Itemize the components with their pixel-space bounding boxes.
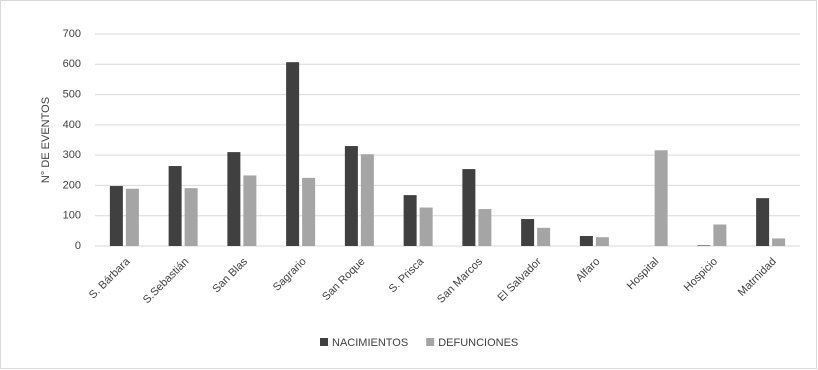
bar (168, 166, 182, 246)
y-tick-label: 600 (63, 58, 81, 70)
y-tick-label: 0 (75, 240, 81, 252)
y-axis-title: N° DE EVENTOS (40, 97, 52, 183)
bar (595, 237, 609, 246)
bar (302, 177, 316, 246)
legend-label: DEFUNCIONES (438, 337, 518, 349)
bar (286, 62, 300, 247)
bar (772, 238, 786, 246)
y-tick-label: 400 (63, 119, 81, 131)
bar (579, 236, 593, 246)
bar (109, 186, 123, 246)
bar (654, 150, 668, 246)
legend-swatch (320, 338, 328, 346)
bar (478, 209, 492, 246)
bar (243, 175, 257, 246)
bar (462, 169, 476, 246)
bar (713, 224, 727, 246)
bar (419, 207, 433, 246)
y-tick-label: 100 (63, 210, 81, 222)
bar (756, 198, 770, 246)
bar (125, 188, 139, 246)
legend-label: NACIMIENTOS (332, 337, 408, 349)
y-tick-label: 200 (63, 179, 81, 191)
bar (227, 152, 241, 246)
bar (184, 188, 198, 246)
y-tick-label: 300 (63, 149, 81, 161)
bar (521, 219, 535, 246)
bar (403, 195, 417, 246)
y-tick-label: 500 (63, 88, 81, 100)
bar (537, 227, 551, 246)
bar (360, 154, 374, 246)
y-tick-label: 700 (63, 28, 81, 40)
bar (344, 146, 358, 246)
bar (697, 245, 711, 246)
legend-swatch (426, 338, 435, 346)
